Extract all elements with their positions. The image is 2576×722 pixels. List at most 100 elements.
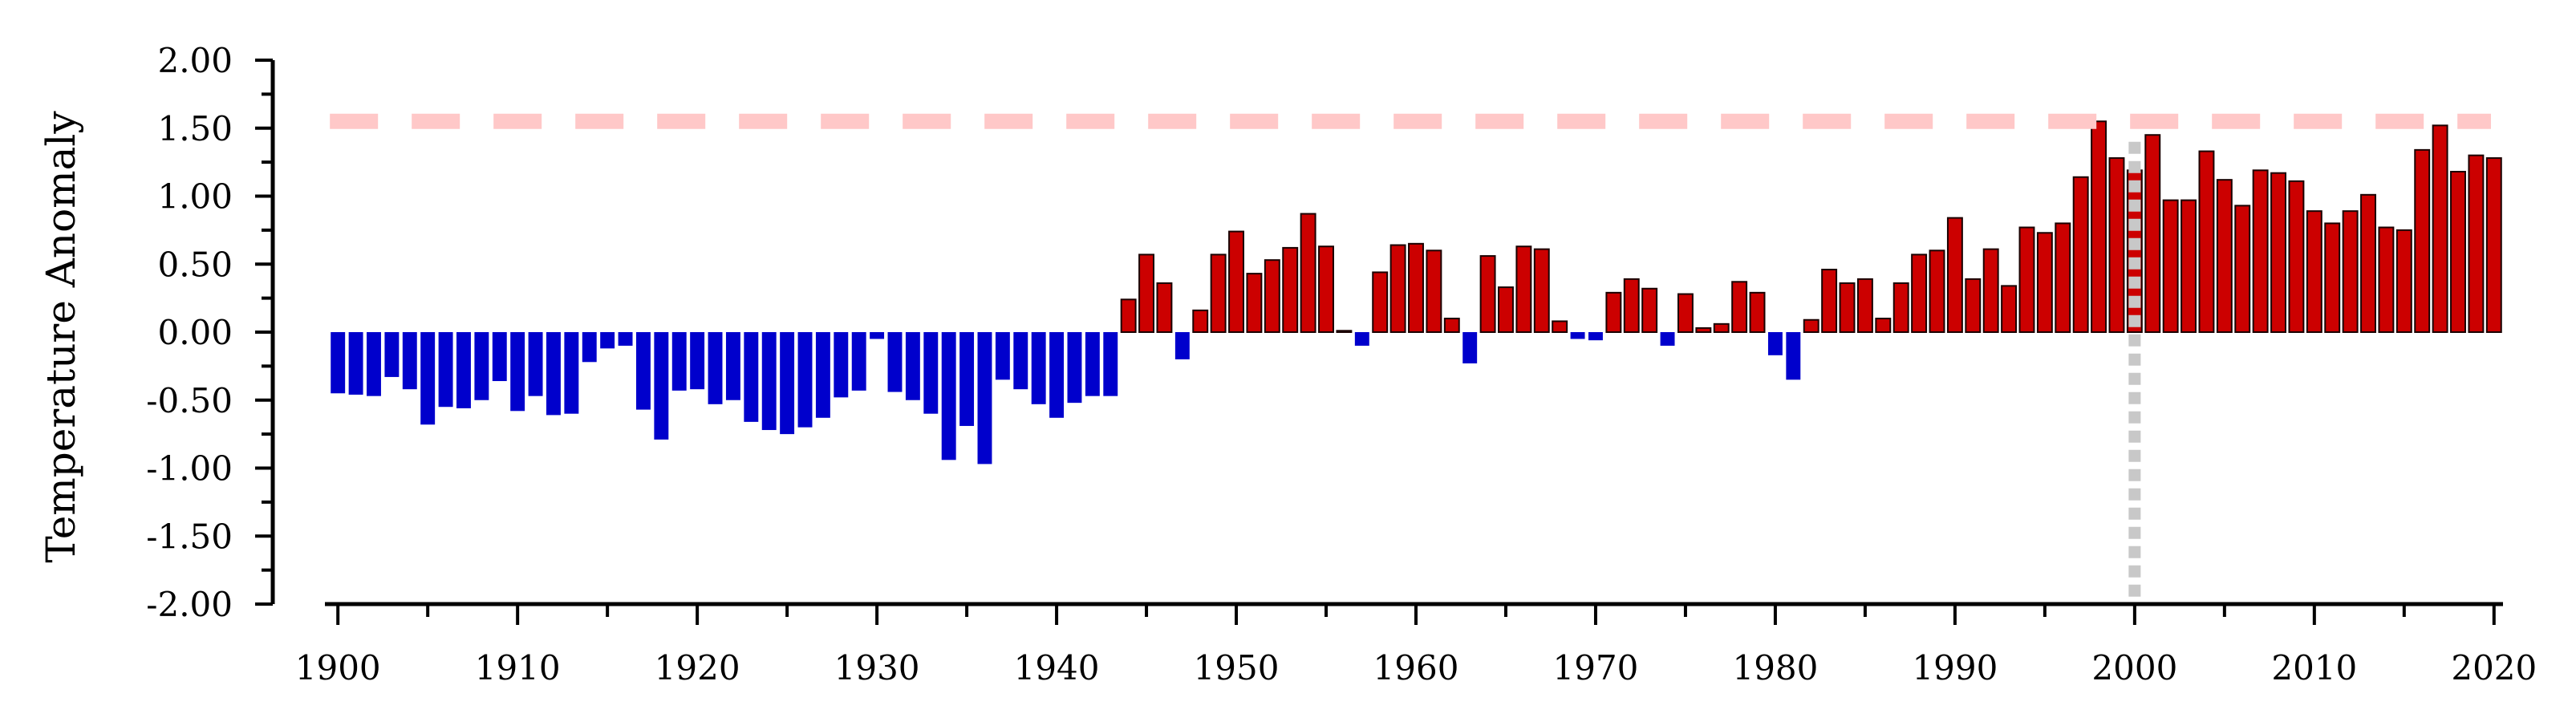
y-tick-label: 1.50	[157, 109, 233, 148]
y-tick-label: 2.00	[157, 41, 233, 80]
bar-2009	[2288, 180, 2305, 333]
bar-1921	[708, 332, 723, 404]
x-tick-label: 1910	[475, 648, 561, 688]
bar-2010	[2306, 210, 2322, 333]
bar-1939	[1031, 332, 1046, 404]
bar-1983	[1821, 269, 1838, 333]
bar-1906	[438, 332, 453, 408]
bar-1943	[1103, 332, 1118, 396]
bar-1989	[1929, 249, 1945, 333]
bar-1962	[1443, 318, 1460, 333]
y-tick-label: -1.50	[146, 517, 233, 556]
bar-1991	[1965, 278, 1982, 333]
y-axis-title: Temperature Anomaly	[38, 111, 84, 563]
bar-1907	[456, 332, 471, 408]
x-tick-label: 1960	[1373, 648, 1459, 688]
x-tick-label: 2010	[2271, 648, 2357, 688]
bar-1952	[1264, 259, 1280, 334]
bar-1984	[1839, 282, 1856, 334]
bar-2014	[2378, 226, 2395, 333]
bar-1958	[1372, 271, 1389, 334]
bar-1986	[1875, 318, 1892, 333]
bar-1979	[1749, 291, 1766, 333]
bar-1934	[941, 332, 956, 460]
bar-1901	[348, 332, 363, 395]
bar-1925	[780, 332, 795, 435]
bar-1955	[1318, 245, 1334, 333]
bar-1963	[1462, 332, 1478, 363]
bar-1976	[1695, 327, 1712, 334]
bar-1982	[1803, 318, 1819, 333]
bar-1964	[1479, 255, 1496, 333]
bar-1996	[2055, 222, 2071, 333]
bar-1970	[1588, 332, 1603, 341]
bar-1999	[2108, 157, 2125, 333]
bar-1909	[492, 332, 507, 382]
x-tick-label: 2000	[2091, 648, 2177, 688]
x-tick-label: 1920	[655, 648, 740, 688]
bar-1987	[1892, 282, 1909, 334]
bar-1902	[367, 332, 381, 396]
x-tick-label: 1950	[1194, 648, 1280, 688]
bar-1920	[690, 332, 705, 390]
bar-1995	[2036, 232, 2053, 334]
x-tick-label: 1970	[1553, 648, 1639, 688]
bar-1922	[725, 332, 740, 400]
bar-1936	[977, 332, 992, 464]
bar-1924	[761, 332, 777, 431]
bar-1969	[1570, 332, 1585, 339]
x-tick-label: 1980	[1732, 648, 1818, 688]
y-tick-label: 0.50	[157, 245, 233, 284]
bar-2012	[2342, 210, 2359, 333]
bar-2017	[2432, 124, 2448, 334]
bar-2005	[2216, 179, 2233, 333]
bar-1946	[1156, 282, 1173, 334]
bar-1951	[1246, 273, 1263, 333]
bar-1905	[420, 332, 436, 425]
bar-1908	[474, 332, 489, 400]
bar-1965	[1498, 286, 1514, 334]
y-axis: 2.00 1.50 1.00 0.50 0.00 -0.50 -1.00 -1.50 -2.00	[146, 41, 275, 624]
bar-1916	[618, 332, 633, 346]
bar-1998	[2091, 120, 2107, 333]
bar-1932	[905, 332, 920, 400]
bar-1928	[834, 332, 849, 398]
bar-1927	[815, 332, 830, 418]
bar-1992	[1982, 248, 1999, 334]
bar-1954	[1300, 213, 1316, 333]
bar-2018	[2450, 170, 2466, 333]
y-tick-label: -2.00	[146, 585, 233, 624]
y-tick-label: 1.00	[157, 177, 233, 217]
bar-2013	[2360, 193, 2376, 333]
bar-1942	[1085, 332, 1100, 396]
bar-1938	[1013, 332, 1028, 390]
bar-2000	[2126, 169, 2143, 333]
bar-1910	[510, 332, 525, 412]
y-tick-label: -1.00	[146, 449, 233, 489]
bar-1914	[582, 332, 597, 363]
bar-1933	[923, 332, 939, 414]
bar-1988	[1911, 254, 1928, 334]
bar-1903	[384, 332, 400, 377]
bar-1945	[1138, 254, 1155, 334]
bar-1947	[1174, 332, 1190, 359]
bars	[331, 120, 2502, 464]
bar-1930	[870, 332, 885, 339]
bar-1956	[1336, 330, 1353, 333]
bar-1931	[887, 332, 903, 392]
bar-1940	[1049, 332, 1065, 418]
bar-1949	[1210, 254, 1227, 334]
bar-2002	[2162, 199, 2179, 333]
bar-1900	[331, 332, 346, 394]
bar-1966	[1515, 245, 1532, 333]
bar-1981	[1786, 332, 1801, 380]
bar-1944	[1120, 298, 1137, 334]
bar-1993	[2001, 285, 2018, 333]
x-tick-label: 1940	[1014, 648, 1100, 688]
bar-2015	[2395, 229, 2412, 333]
bar-1974	[1660, 332, 1675, 346]
bar-1918	[654, 332, 669, 440]
bar-2001	[2144, 134, 2161, 333]
bar-2004	[2198, 150, 2215, 333]
